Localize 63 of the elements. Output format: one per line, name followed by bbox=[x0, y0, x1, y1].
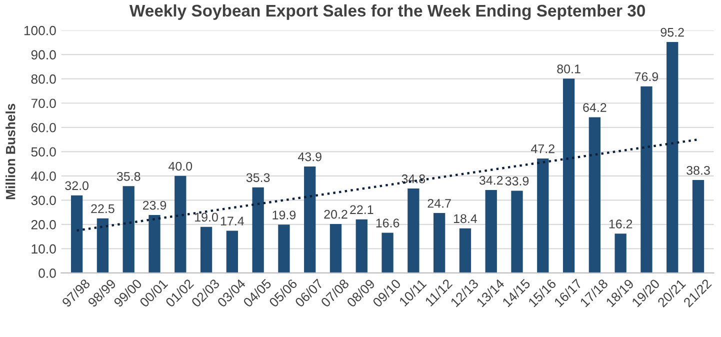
bar bbox=[96, 218, 109, 273]
y-tick-label: 60.0 bbox=[31, 122, 56, 132]
bar bbox=[459, 228, 472, 273]
bar bbox=[278, 224, 290, 273]
bar bbox=[588, 117, 601, 273]
data-label: 43.9 bbox=[298, 152, 322, 162]
y-tick-label: 100.0 bbox=[24, 26, 56, 36]
data-label: 47.2 bbox=[531, 144, 554, 154]
y-tick-label: 70.0 bbox=[31, 98, 56, 108]
data-label: 22.5 bbox=[91, 204, 114, 214]
y-tick-label: 20.0 bbox=[31, 220, 56, 230]
data-label: 76.9 bbox=[634, 72, 658, 82]
data-label: 17.4 bbox=[220, 216, 244, 226]
bar bbox=[640, 86, 652, 273]
bar bbox=[200, 226, 212, 273]
bar bbox=[434, 213, 446, 273]
data-label: 19.9 bbox=[272, 210, 296, 220]
bar bbox=[692, 180, 704, 273]
bar bbox=[356, 219, 368, 273]
bar bbox=[70, 195, 83, 273]
data-label: 16.2 bbox=[609, 220, 632, 228]
bar bbox=[614, 234, 626, 273]
bar bbox=[304, 166, 316, 273]
bar bbox=[226, 230, 238, 273]
y-tick-label: 40.0 bbox=[31, 171, 56, 181]
bar bbox=[382, 232, 394, 273]
y-tick-label: 90.0 bbox=[31, 50, 56, 60]
bar bbox=[666, 42, 678, 273]
bar bbox=[485, 190, 497, 273]
y-tick-label: 30.0 bbox=[31, 196, 56, 206]
data-label: 20.2 bbox=[324, 210, 348, 219]
data-label: 80.1 bbox=[557, 64, 580, 74]
data-label: 16.6 bbox=[376, 218, 400, 228]
data-label: 33.9 bbox=[505, 176, 529, 186]
data-label: 34.2 bbox=[479, 176, 503, 185]
bar bbox=[511, 190, 523, 273]
data-label: 35.8 bbox=[116, 172, 140, 181]
data-label: 32.0 bbox=[65, 181, 88, 190]
y-axis-title: Million Bushels bbox=[6, 104, 16, 200]
chart-title: Weekly Soybean Export Sales for the Week Ending September 30 bbox=[129, 4, 645, 20]
bar bbox=[330, 224, 342, 273]
data-label: 23.9 bbox=[142, 200, 166, 210]
data-label: 64.2 bbox=[583, 103, 606, 112]
data-label: 38.3 bbox=[686, 166, 710, 175]
y-tick-label: 10.0 bbox=[32, 244, 56, 254]
bar bbox=[408, 188, 420, 273]
data-label: 40.0 bbox=[168, 162, 192, 171]
data-label: 34.8 bbox=[402, 174, 426, 184]
bar bbox=[537, 158, 549, 273]
data-label: 24.7 bbox=[428, 198, 451, 208]
data-label: 22.1 bbox=[350, 205, 374, 214]
y-tick-label: 0.0 bbox=[38, 268, 56, 278]
data-label: 95.2 bbox=[660, 28, 684, 37]
bar bbox=[252, 187, 264, 273]
bar bbox=[148, 214, 160, 273]
y-tick-label: 80.0 bbox=[31, 74, 56, 84]
data-label: 35.3 bbox=[246, 173, 270, 182]
data-label: 19.0 bbox=[195, 212, 218, 222]
bar bbox=[562, 78, 575, 273]
bar bbox=[174, 176, 186, 273]
bar bbox=[122, 186, 134, 273]
data-label: 18.4 bbox=[454, 214, 478, 224]
y-tick-label: 50.0 bbox=[31, 147, 56, 157]
